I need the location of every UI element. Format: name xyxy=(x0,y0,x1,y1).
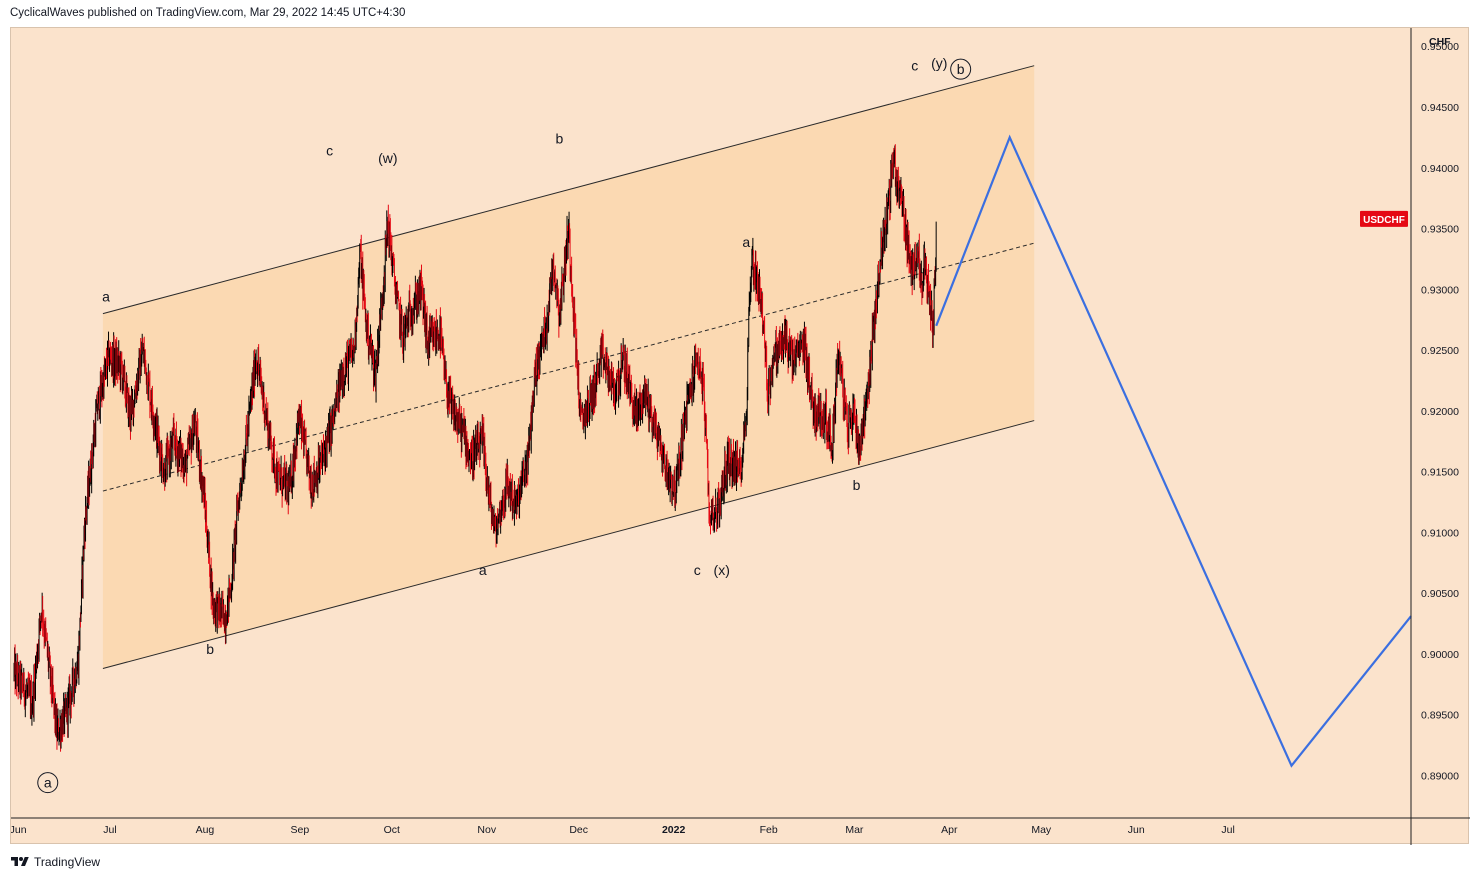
labels-layer: a a b c (w) a b c (x) a b c (y) b xyxy=(37,55,972,794)
wave-label: b xyxy=(957,61,965,77)
wave-label: (w) xyxy=(378,150,397,166)
price-tick-label: 0.89500 xyxy=(1421,710,1459,722)
wave-label-circle xyxy=(950,58,972,80)
channel-fill xyxy=(102,65,1035,669)
tradingview-logo-icon[interactable] xyxy=(10,855,30,869)
time-tick-label: Sep xyxy=(291,824,310,836)
publisher-header: CyclicalWaves published on TradingView.c… xyxy=(10,7,406,19)
wave-label: b xyxy=(206,641,214,657)
price-tick-label: 0.91000 xyxy=(1421,527,1459,539)
price-tick-label: 0.90500 xyxy=(1421,588,1459,600)
price-tick-label: 0.90000 xyxy=(1421,649,1459,661)
time-tick-label: 2022 xyxy=(662,824,686,836)
price-tick-label: 0.93500 xyxy=(1421,224,1459,236)
axis-layer: 0.95000 0.94500 0.94000 0.93500 0.93000 0.925… xyxy=(11,28,1470,845)
projection-path xyxy=(935,134,1412,768)
wave-label: a xyxy=(742,234,750,250)
wave-label: b xyxy=(853,477,861,493)
channel-upper-line xyxy=(102,65,1035,315)
wave-label-circle xyxy=(37,772,59,794)
channel-lower-line xyxy=(102,420,1035,669)
price-tick-label: 0.93000 xyxy=(1421,284,1459,296)
time-tick-label: Dec xyxy=(569,824,588,836)
wave-label: b xyxy=(555,130,563,146)
candles-layer xyxy=(13,144,937,752)
time-tick-label: Feb xyxy=(760,824,778,836)
projection-layer xyxy=(935,134,1412,768)
currency-label: CHF xyxy=(1429,36,1451,48)
price-chart[interactable]: a a b c (w) a b c (x) a b c (y) b 0.95000 0.94500 0.940… xyxy=(11,28,1470,845)
chart-panel[interactable]: a a b c (w) a b c (x) a b c (y) b 0.95000 0.94500 0.940… xyxy=(10,27,1470,845)
tradingview-brand[interactable]: TradingView xyxy=(34,855,101,869)
time-tick-label: Jul xyxy=(1221,824,1234,836)
price-tick-label: 0.92500 xyxy=(1421,345,1459,357)
time-tick-label: Jun xyxy=(1128,824,1145,836)
symbol-badge-label: USDCHF xyxy=(1363,215,1405,226)
wave-label: (x) xyxy=(714,562,730,578)
wave-label: a xyxy=(102,288,110,304)
time-tick-label: Apr xyxy=(941,824,958,836)
time-tick-label: Mar xyxy=(845,824,864,836)
wave-label: (y) xyxy=(931,55,947,71)
price-tick-label: 0.95000 xyxy=(1421,41,1459,53)
time-tick-label: Jun xyxy=(11,824,27,836)
price-tick-label: 0.89000 xyxy=(1421,770,1459,782)
wave-label: a xyxy=(44,775,52,791)
wave-label: c xyxy=(911,58,918,74)
price-tick-label: 0.94500 xyxy=(1421,102,1459,114)
price-tick-label: 0.94000 xyxy=(1421,163,1459,175)
wave-label: c xyxy=(694,562,701,578)
wave-label: c xyxy=(326,143,333,159)
time-tick-label: Oct xyxy=(384,824,400,836)
price-tick-label: 0.91500 xyxy=(1421,467,1459,479)
time-tick-label: Nov xyxy=(477,824,496,836)
time-tick-label: Jul xyxy=(103,824,116,836)
time-tick-label: May xyxy=(1031,824,1052,836)
wave-label: a xyxy=(479,562,487,578)
channel-layer xyxy=(102,65,1035,669)
footer: TradingView xyxy=(10,853,100,871)
time-tick-label: Aug xyxy=(196,824,215,836)
price-tick-label: 0.92000 xyxy=(1421,406,1459,418)
symbol-badge[interactable] xyxy=(1360,210,1408,227)
